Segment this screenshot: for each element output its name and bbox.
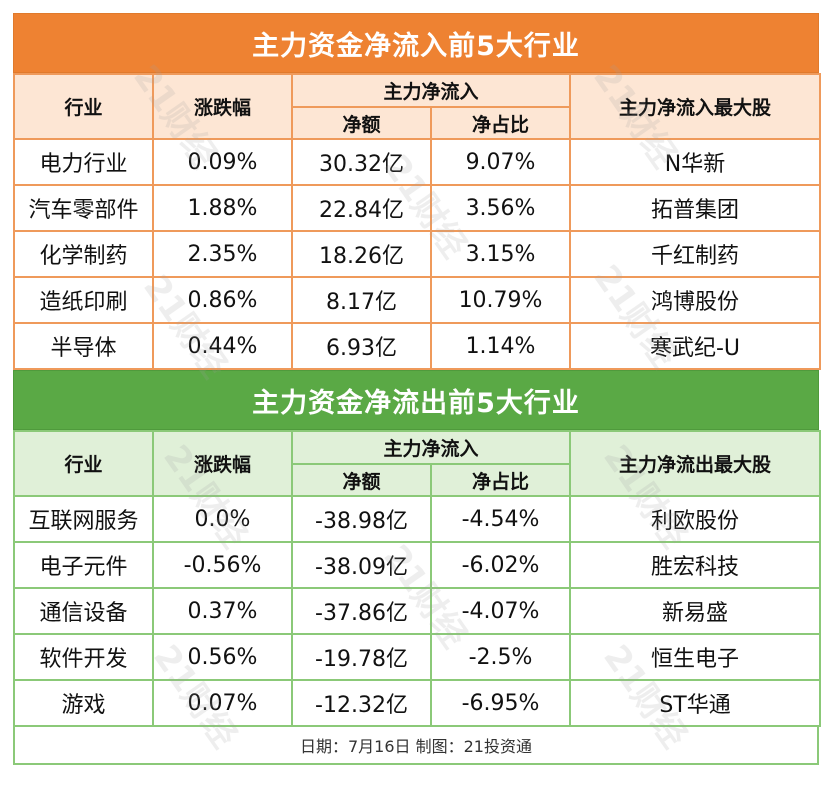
cell-change: 0.37%	[152, 587, 293, 635]
cell-ratio: -4.07%	[429, 587, 572, 635]
cell-ratio: -6.02%	[429, 541, 572, 589]
flow-report-card: 主力资金净流入前5大行业 行业 涨跌幅 主力净流入 主力净流入最大股 净额 净占…	[13, 13, 822, 765]
cell-amount: 8.17亿	[291, 276, 432, 324]
cell-change: 0.56%	[152, 633, 293, 681]
inflow-title: 主力资金净流入前5大行业	[13, 13, 819, 73]
cell-ratio: 3.15%	[429, 230, 572, 278]
cell-industry: 半导体	[13, 322, 154, 370]
cell-change: -0.56%	[152, 541, 293, 589]
cell-amount: 22.84亿	[291, 184, 432, 232]
table-row: 化学制药 2.35% 18.26亿 3.15% 千红制药	[13, 230, 822, 278]
col-header-main-flow: 主力净流入	[290, 73, 572, 108]
cell-stock: 恒生电子	[569, 633, 822, 681]
col-header-net-amount: 净额	[291, 106, 432, 140]
cell-industry: 汽车零部件	[13, 184, 154, 232]
cell-amount: 6.93亿	[291, 322, 432, 370]
cell-industry: 化学制药	[13, 230, 154, 278]
cell-change: 0.09%	[152, 138, 293, 186]
table-row: 半导体 0.44% 6.93亿 1.14% 寒武纪-U	[13, 322, 822, 370]
cell-industry: 软件开发	[13, 633, 154, 681]
cell-ratio: 9.07%	[429, 138, 572, 186]
footer-credit: 日期：7月16日 制图：21投资通	[13, 727, 819, 765]
col-header-industry: 行业	[13, 73, 154, 140]
table-row: 电力行业 0.09% 30.32亿 9.07% N华新	[13, 138, 822, 186]
cell-stock: 千红制药	[569, 230, 822, 278]
cell-amount: 18.26亿	[291, 230, 432, 278]
col-header-industry: 行业	[13, 430, 154, 497]
cell-industry: 造纸印刷	[13, 276, 154, 324]
col-header-top-stock: 主力净流出最大股	[569, 430, 822, 497]
cell-stock: ST华通	[569, 679, 822, 727]
col-header-net-ratio: 净占比	[429, 463, 572, 497]
cell-ratio: -6.95%	[429, 679, 572, 727]
col-header-net-amount: 净额	[291, 463, 432, 497]
table-row: 电子元件 -0.56% -38.09亿 -6.02% 胜宏科技	[13, 541, 822, 589]
cell-change: 1.88%	[152, 184, 293, 232]
col-header-change: 涨跌幅	[152, 430, 293, 497]
table-row: 互联网服务 0.0% -38.98亿 -4.54% 利欧股份	[13, 495, 822, 543]
col-header-change: 涨跌幅	[152, 73, 293, 140]
cell-industry: 游戏	[13, 679, 154, 727]
outflow-table: 行业 涨跌幅 主力净流入 主力净流出最大股 净额 净占比 互联网服务 0.0% …	[13, 430, 822, 727]
cell-stock: 利欧股份	[569, 495, 822, 543]
cell-stock: N华新	[569, 138, 822, 186]
cell-amount: -38.09亿	[291, 541, 432, 589]
cell-change: 0.07%	[152, 679, 293, 727]
cell-industry: 通信设备	[13, 587, 154, 635]
table-row: 软件开发 0.56% -19.78亿 -2.5% 恒生电子	[13, 633, 822, 681]
cell-change: 2.35%	[152, 230, 293, 278]
col-header-top-stock: 主力净流入最大股	[569, 73, 822, 140]
cell-stock: 寒武纪-U	[569, 322, 822, 370]
cell-amount: -37.86亿	[291, 587, 432, 635]
col-header-net-ratio: 净占比	[429, 106, 572, 140]
inflow-table: 行业 涨跌幅 主力净流入 主力净流入最大股 净额 净占比 电力行业 0.09% …	[13, 73, 822, 370]
col-header-main-flow: 主力净流入	[290, 430, 572, 465]
cell-amount: -12.32亿	[291, 679, 432, 727]
cell-change: 0.86%	[152, 276, 293, 324]
cell-ratio: 1.14%	[429, 322, 572, 370]
cell-ratio: -2.5%	[429, 633, 572, 681]
cell-stock: 鸿博股份	[569, 276, 822, 324]
cell-industry: 电子元件	[13, 541, 154, 589]
cell-industry: 互联网服务	[13, 495, 154, 543]
table-row: 汽车零部件 1.88% 22.84亿 3.56% 拓普集团	[13, 184, 822, 232]
table-row: 通信设备 0.37% -37.86亿 -4.07% 新易盛	[13, 587, 822, 635]
cell-stock: 胜宏科技	[569, 541, 822, 589]
cell-amount: 30.32亿	[291, 138, 432, 186]
table-row: 造纸印刷 0.86% 8.17亿 10.79% 鸿博股份	[13, 276, 822, 324]
cell-ratio: 3.56%	[429, 184, 572, 232]
cell-amount: -38.98亿	[291, 495, 432, 543]
outflow-title: 主力资金净流出前5大行业	[13, 370, 819, 430]
cell-change: 0.0%	[152, 495, 293, 543]
cell-industry: 电力行业	[13, 138, 154, 186]
cell-ratio: -4.54%	[429, 495, 572, 543]
cell-amount: -19.78亿	[291, 633, 432, 681]
cell-stock: 拓普集团	[569, 184, 822, 232]
cell-change: 0.44%	[152, 322, 293, 370]
cell-ratio: 10.79%	[429, 276, 572, 324]
table-row: 游戏 0.07% -12.32亿 -6.95% ST华通	[13, 679, 822, 727]
cell-stock: 新易盛	[569, 587, 822, 635]
